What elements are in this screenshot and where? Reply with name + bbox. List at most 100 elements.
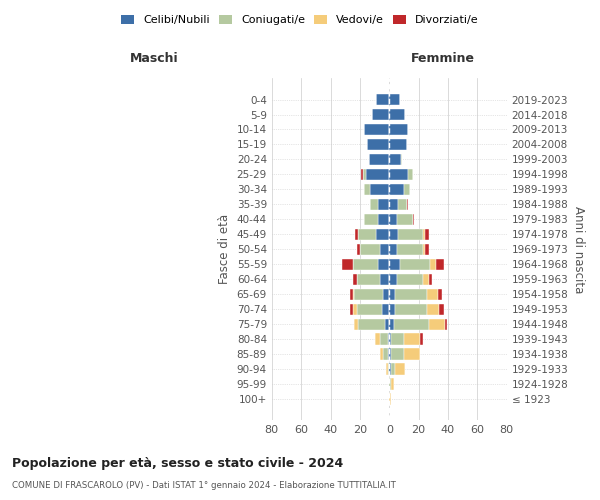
Bar [427,304,439,315]
Bar [354,288,383,300]
Bar [423,244,425,255]
Bar [429,318,445,330]
Bar [366,169,389,180]
Bar [380,274,389,285]
Bar [363,169,366,180]
Bar [395,304,427,315]
Bar [430,258,436,270]
Bar [445,318,446,330]
Bar [427,288,438,300]
Bar [357,304,382,315]
Bar [382,304,389,315]
Bar [374,334,380,344]
Bar [429,274,432,285]
Bar [389,378,391,390]
Bar [389,228,398,240]
Bar [389,94,400,105]
Bar [371,109,389,120]
Bar [364,124,389,135]
Bar [423,274,429,285]
Bar [377,258,389,270]
Bar [409,169,413,180]
Bar [389,258,400,270]
Bar [386,364,388,374]
Bar [389,154,401,165]
Bar [394,318,429,330]
Bar [389,394,391,404]
Bar [391,364,395,374]
Bar [367,139,389,150]
Text: Femmine: Femmine [411,52,475,64]
Bar [398,228,423,240]
Bar [395,288,427,300]
Bar [398,198,407,210]
Bar [413,214,414,225]
Bar [377,214,389,225]
Text: COMUNE DI FRASCAROLO (PV) - Dati ISTAT 1° gennaio 2024 - Elaborazione TUTTITALIA: COMUNE DI FRASCAROLO (PV) - Dati ISTAT 1… [12,480,396,490]
Bar [353,288,354,300]
Bar [397,274,423,285]
Bar [389,244,397,255]
Y-axis label: Anni di nascita: Anni di nascita [572,206,585,293]
Bar [389,124,409,135]
Bar [354,318,358,330]
Bar [350,304,353,315]
Bar [407,198,409,210]
Bar [388,348,389,360]
Text: Popolazione per età, sesso e stato civile - 2024: Popolazione per età, sesso e stato civil… [12,458,343,470]
Bar [389,288,395,300]
Bar [388,364,389,374]
Bar [357,274,380,285]
Bar [389,184,404,195]
Bar [358,228,376,240]
Bar [389,364,391,374]
Bar [404,184,410,195]
Bar [370,184,389,195]
Bar [389,318,394,330]
Bar [388,334,389,344]
Bar [364,214,377,225]
Legend: Celibi/Nubili, Coniugati/e, Vedovi/e, Divorziati/e: Celibi/Nubili, Coniugati/e, Vedovi/e, Di… [117,10,483,30]
Bar [380,348,383,360]
Bar [436,258,443,270]
Bar [350,288,353,300]
Bar [383,288,389,300]
Bar [389,139,407,150]
Bar [389,198,398,210]
Bar [391,378,394,390]
Bar [425,228,429,240]
Bar [353,304,357,315]
Bar [389,274,397,285]
Bar [439,304,443,315]
Bar [383,348,388,360]
Bar [353,274,357,285]
Y-axis label: Fasce di età: Fasce di età [218,214,231,284]
Bar [397,244,423,255]
Bar [360,244,380,255]
Bar [369,154,389,165]
Bar [389,304,395,315]
Bar [420,334,423,344]
Bar [389,334,391,344]
Bar [389,169,409,180]
Bar [397,214,413,225]
Bar [391,334,404,344]
Bar [370,198,377,210]
Bar [404,334,420,344]
Bar [357,244,360,255]
Bar [395,364,406,374]
Bar [401,154,403,165]
Bar [380,244,389,255]
Bar [438,288,442,300]
Bar [423,228,425,240]
Bar [361,169,363,180]
Text: Maschi: Maschi [130,52,179,64]
Bar [389,109,406,120]
Bar [389,214,397,225]
Bar [353,258,377,270]
Bar [425,244,429,255]
Bar [376,228,389,240]
Bar [400,258,430,270]
Bar [342,258,353,270]
Bar [385,318,389,330]
